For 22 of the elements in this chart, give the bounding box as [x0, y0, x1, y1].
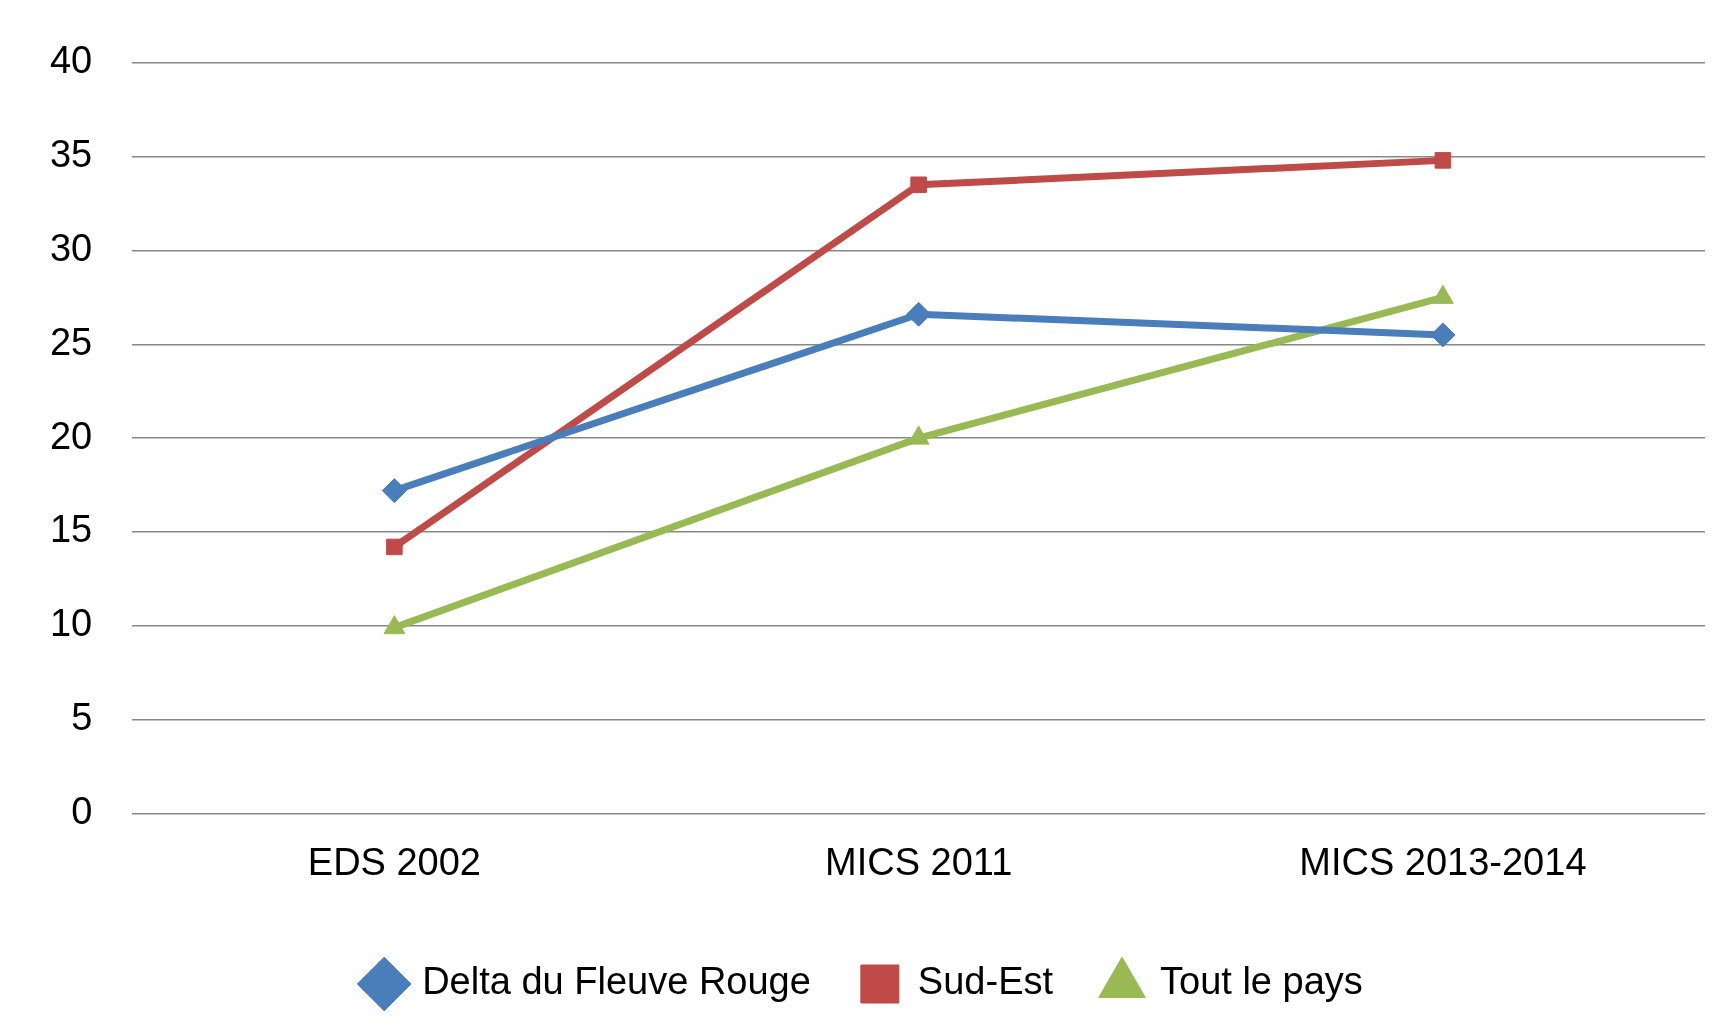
x-tick-label: MICS 2013-2014: [1299, 840, 1587, 883]
y-tick-label: 30: [49, 226, 93, 269]
y-tick-label: 35: [49, 133, 93, 176]
y-tick-label: 25: [49, 320, 93, 363]
point: [910, 176, 927, 194]
legend-label: Tout le pays: [1160, 960, 1363, 1003]
x-tick-label: EDS 2002: [307, 840, 482, 883]
point: [906, 301, 932, 327]
y-tick-label: 15: [49, 508, 93, 551]
point: [1434, 152, 1452, 169]
y-tick-label: 5: [71, 696, 93, 739]
legend-label: Sud-Est: [917, 960, 1054, 1003]
point: [1430, 322, 1456, 348]
point: [386, 538, 403, 556]
y-tick-label: 20: [49, 414, 93, 457]
y-tick-label: 10: [49, 602, 93, 645]
point: [383, 615, 406, 635]
y-tick-label: 0: [71, 789, 93, 832]
point: [381, 478, 407, 504]
y-tick-label: 40: [49, 39, 93, 82]
x-tick-label: MICS 2011: [824, 840, 1013, 883]
legend-label: Delta du Fleuve Rouge: [422, 960, 811, 1003]
